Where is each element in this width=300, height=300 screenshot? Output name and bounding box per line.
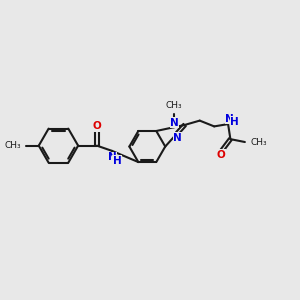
Text: N: N xyxy=(173,133,182,142)
Text: N: N xyxy=(170,118,179,128)
Text: CH₃: CH₃ xyxy=(166,101,182,110)
Text: H: H xyxy=(230,117,239,127)
Text: O: O xyxy=(93,121,101,131)
Text: H: H xyxy=(113,156,122,166)
Text: O: O xyxy=(217,150,225,160)
Text: CH₃: CH₃ xyxy=(250,137,267,146)
Text: N: N xyxy=(225,114,234,124)
Text: N: N xyxy=(108,152,117,162)
Text: CH₃: CH₃ xyxy=(5,141,21,150)
